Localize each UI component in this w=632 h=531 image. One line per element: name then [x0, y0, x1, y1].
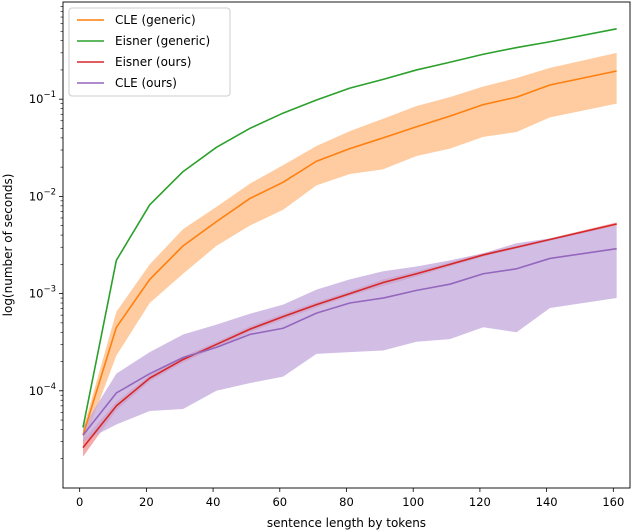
- legend-label-3: CLE (ours): [115, 76, 177, 90]
- x-axis-label: sentence length by tokens: [267, 516, 426, 530]
- y-tick-label: 10−2: [29, 187, 56, 203]
- legend-label-2: Eisner (ours): [115, 55, 191, 69]
- x-tick-label: 160: [602, 495, 624, 509]
- legend: CLE (generic) Eisner (generic) Eisner (our…: [68, 7, 231, 97]
- y-axis-label: log(number of seconds): [1, 174, 15, 317]
- legend-box: [68, 7, 231, 97]
- x-axis-ticks: 0 20 40 60 80 100 120 140 160: [76, 488, 624, 509]
- series-line-0: [82, 70, 617, 436]
- band-3: [83, 225, 617, 442]
- y-tick-label: 10−4: [29, 382, 56, 398]
- y-tick-label: 10−3: [29, 285, 56, 301]
- y-axis-ticks: 10−4 10−3 10−2 10−1: [29, 6, 63, 460]
- y-tick-label: 10−1: [29, 90, 56, 106]
- x-tick-label: 140: [536, 495, 558, 509]
- series-lines: [82, 28, 617, 449]
- band-0: [83, 52, 617, 445]
- confidence-bands: [83, 52, 617, 457]
- x-tick-label: 80: [339, 495, 354, 509]
- series-line-1: [82, 28, 617, 428]
- x-tick-label: 40: [206, 495, 221, 509]
- series-line-2: [82, 223, 617, 449]
- x-tick-label: 20: [139, 495, 154, 509]
- series-line-3: [82, 247, 617, 436]
- x-tick-label: 100: [402, 495, 424, 509]
- x-tick-label: 120: [469, 495, 491, 509]
- legend-label-0: CLE (generic): [115, 13, 196, 27]
- x-tick-label: 60: [272, 495, 287, 509]
- x-tick-label: 0: [76, 495, 83, 509]
- legend-label-1: Eisner (generic): [115, 34, 210, 48]
